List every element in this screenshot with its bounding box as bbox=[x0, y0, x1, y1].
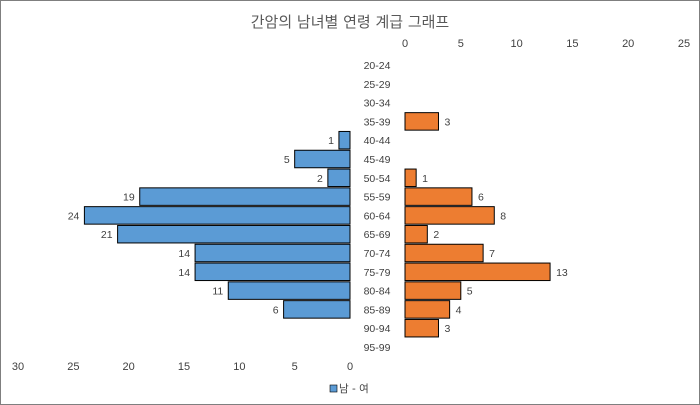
category-label: 25-29 bbox=[364, 79, 391, 91]
right-axis-tick: 15 bbox=[566, 38, 578, 50]
category-label: 65-69 bbox=[364, 229, 391, 241]
left-axis-tick: 10 bbox=[233, 361, 245, 373]
male-data-label: 24 bbox=[68, 210, 80, 222]
left-axis-tick: 15 bbox=[178, 361, 190, 373]
male-bar bbox=[139, 187, 351, 206]
male-data-label: 14 bbox=[178, 248, 190, 260]
female-data-label: 1 bbox=[422, 173, 428, 185]
category-label: 45-49 bbox=[364, 154, 391, 166]
left-axis-tick: 0 bbox=[347, 361, 353, 373]
legend-label: 남 - 여 bbox=[339, 383, 369, 395]
left-axis-tick: 5 bbox=[292, 361, 298, 373]
category-label: 35-39 bbox=[364, 116, 391, 128]
category-label: 70-74 bbox=[364, 248, 391, 260]
category-label: 90-94 bbox=[364, 323, 391, 335]
female-bar bbox=[404, 187, 473, 206]
female-bar bbox=[404, 243, 484, 263]
category-label: 85-89 bbox=[364, 304, 391, 316]
male-data-label: 6 bbox=[273, 304, 279, 316]
right-axis-tick: 10 bbox=[510, 38, 522, 50]
female-data-label: 3 bbox=[444, 323, 450, 335]
male-bar bbox=[338, 130, 351, 150]
male-bar bbox=[327, 168, 351, 188]
male-data-label: 14 bbox=[178, 267, 190, 279]
male-data-label: 11 bbox=[212, 286, 223, 298]
female-data-label: 4 bbox=[456, 304, 462, 316]
female-data-label: 13 bbox=[556, 267, 568, 279]
male-data-label: 1 bbox=[328, 135, 334, 147]
male-bar bbox=[227, 281, 351, 300]
category-label: 95-99 bbox=[364, 342, 391, 354]
female-data-label: 8 bbox=[500, 210, 506, 222]
legend: 남 - 여 bbox=[329, 383, 369, 395]
category-label: 75-79 bbox=[364, 267, 391, 279]
female-bar bbox=[404, 112, 439, 131]
category-label: 80-84 bbox=[364, 286, 391, 298]
female-bar bbox=[404, 262, 551, 282]
category-label: 60-64 bbox=[364, 210, 391, 222]
right-axis-tick: 20 bbox=[622, 38, 634, 50]
female-bar bbox=[404, 224, 428, 244]
left-axis-tick: 25 bbox=[67, 361, 79, 373]
left-axis-tick: 30 bbox=[12, 361, 24, 373]
male-bar bbox=[83, 206, 351, 225]
category-label: 30-34 bbox=[364, 98, 391, 110]
male-bar bbox=[117, 224, 351, 244]
male-data-label: 19 bbox=[123, 192, 135, 204]
female-data-label: 6 bbox=[478, 192, 484, 204]
male-bar bbox=[283, 300, 351, 319]
legend-swatch-male bbox=[329, 384, 338, 393]
female-data-label: 7 bbox=[489, 248, 495, 260]
category-label: 20-24 bbox=[364, 60, 391, 72]
right-axis-tick: 0 bbox=[402, 38, 408, 50]
male-data-label: 2 bbox=[317, 173, 323, 185]
left-axis-tick: 20 bbox=[123, 361, 135, 373]
female-data-label: 2 bbox=[433, 229, 439, 241]
category-label: 50-54 bbox=[364, 173, 391, 185]
right-axis-tick: 5 bbox=[458, 38, 464, 50]
chart-title: 간암의 남녀별 연령 계급 그래프 bbox=[251, 13, 450, 31]
category-label: 55-59 bbox=[364, 192, 391, 204]
female-bar bbox=[404, 168, 417, 188]
female-data-label: 3 bbox=[444, 116, 450, 128]
category-label: 40-44 bbox=[364, 135, 391, 147]
female-bar bbox=[404, 281, 462, 300]
female-bar bbox=[404, 206, 495, 225]
male-bar bbox=[194, 262, 351, 282]
female-bar bbox=[404, 318, 439, 338]
female-bar bbox=[404, 300, 451, 319]
female-data-label: 5 bbox=[467, 286, 473, 298]
right-axis-tick: 25 bbox=[678, 38, 690, 50]
male-bar bbox=[294, 149, 351, 169]
male-data-label: 5 bbox=[284, 154, 290, 166]
male-data-label: 21 bbox=[101, 229, 113, 241]
male-bar bbox=[194, 243, 351, 263]
